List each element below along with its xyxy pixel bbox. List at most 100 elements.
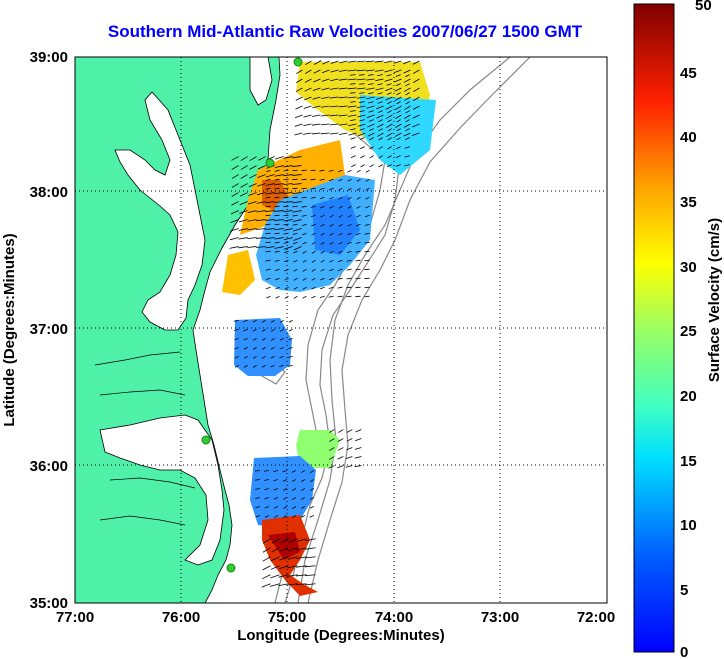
velocity-vector [310, 196, 316, 199]
velocity-vector [364, 223, 370, 226]
velocity-vector [240, 156, 248, 161]
colorbar-tick-label: 50 [695, 0, 712, 14]
velocity-vector [295, 105, 303, 110]
velocity-vector [411, 132, 420, 136]
velocity-vector [393, 60, 402, 64]
velocity-vector [359, 128, 365, 131]
velocity-vector [287, 556, 298, 560]
velocity-vector [347, 169, 352, 173]
velocity-vector [234, 328, 239, 331]
velocity-vector [296, 565, 307, 568]
velocity-vector [405, 101, 410, 105]
velocity-vector [413, 96, 420, 101]
velocity-vector [275, 277, 280, 281]
velocity-vector [311, 259, 316, 263]
velocity-vector [350, 128, 356, 131]
velocity-vector [273, 470, 278, 473]
velocity-vector [295, 574, 307, 577]
velocity-vector [294, 123, 303, 127]
velocity-vector [248, 192, 257, 196]
velocity-vector [413, 87, 420, 93]
velocity-vector [255, 488, 260, 490]
velocity-vector [320, 114, 330, 117]
velocity-vector [255, 497, 260, 499]
velocity-vector [404, 146, 410, 149]
delaware-bay [249, 57, 273, 106]
velocity-vector [365, 78, 375, 81]
velocity-vector [377, 101, 383, 104]
velocity-vector [239, 210, 248, 214]
velocity-vector [283, 183, 293, 185]
velocity-vector [367, 132, 375, 137]
velocity-vector [329, 438, 335, 442]
velocity-vector [274, 228, 284, 231]
velocity-vector [346, 438, 353, 442]
velocity-vector [269, 583, 280, 587]
velocity-vector [302, 286, 307, 290]
velocity-vector [305, 547, 316, 550]
velocity-vector [292, 488, 297, 491]
station-marker [265, 158, 275, 168]
velocity-vector [293, 295, 298, 299]
velocity-vector [265, 201, 275, 204]
velocity-vector [296, 547, 307, 551]
velocity-vector [364, 259, 370, 262]
velocity-vector [387, 128, 392, 132]
velocity-vector [292, 165, 302, 167]
velocity-patch-hatteras [250, 456, 316, 528]
x-ticks: 77:00 76:00 75:00 74:00 73:00 72:00 [56, 609, 615, 626]
velocity-vector [337, 286, 343, 289]
velocity-vector [311, 223, 316, 227]
velocity-vector [274, 174, 284, 177]
velocity-vector [312, 87, 321, 92]
velocity-vector [320, 268, 325, 272]
velocity-vector [256, 228, 266, 230]
velocity-vector [365, 69, 375, 72]
velocity-vector [262, 547, 271, 553]
velocity-vector [283, 506, 288, 509]
velocity-vector [258, 156, 266, 161]
velocity-vector [256, 237, 266, 239]
velocity-vector [320, 241, 325, 245]
velocity-vector [355, 438, 362, 442]
velocity-vector [229, 237, 239, 241]
colorbar-tick-label: 45 [680, 65, 697, 82]
colorbar-tick-label: 40 [680, 129, 697, 146]
velocity-vector [304, 69, 312, 74]
station-marker [226, 563, 236, 573]
velocity-vector [300, 515, 306, 518]
velocity-vector [283, 515, 288, 518]
velocity-vector [311, 277, 316, 281]
velocity-vector [287, 364, 293, 367]
velocity-vector [365, 196, 370, 200]
velocity-vector [377, 83, 383, 86]
velocity-vector [364, 241, 370, 244]
velocity-vector [337, 295, 343, 298]
velocity-vector [274, 201, 284, 203]
velocity-vector [284, 268, 289, 272]
velocity-vector [301, 187, 307, 190]
velocity-vector [328, 465, 335, 469]
velocity-vector [256, 192, 266, 196]
velocity-vector [355, 250, 361, 253]
velocity-vector [338, 105, 348, 108]
velocity-vector [279, 346, 284, 350]
velocity-vector [320, 250, 325, 254]
velocity-vector [329, 232, 334, 236]
velocity-vector [375, 87, 384, 91]
velocity-vector [350, 92, 356, 94]
velocity-vector [283, 205, 289, 208]
velocity-vector [304, 565, 316, 568]
velocity-vector [265, 187, 271, 190]
x-tick-label: 72:00 [577, 609, 615, 626]
velocity-vector [328, 456, 335, 460]
velocity-vector [346, 286, 352, 289]
velocity-vector [368, 83, 374, 85]
velocity-vector [394, 87, 402, 92]
velocity-vector [283, 259, 289, 263]
velocity-vector [280, 538, 289, 544]
velocity-vector [303, 114, 312, 118]
velocity-vector [288, 328, 293, 332]
velocity-vector [311, 132, 321, 135]
velocity-vector [347, 223, 352, 227]
